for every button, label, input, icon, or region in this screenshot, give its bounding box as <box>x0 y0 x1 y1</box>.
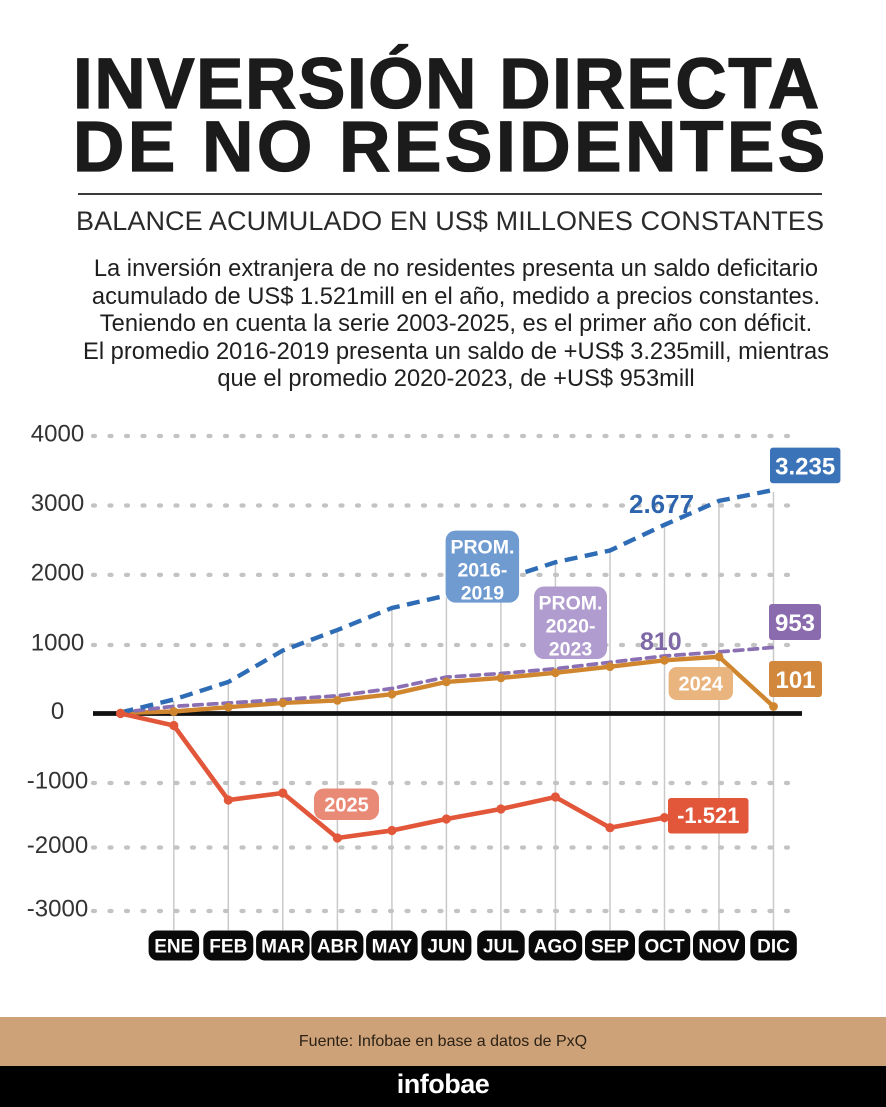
svg-text:ENE: ENE <box>154 936 193 957</box>
svg-text:2019: 2019 <box>461 583 505 605</box>
svg-text:-1000: -1000 <box>27 768 88 795</box>
svg-text:3.235: 3.235 <box>775 453 835 480</box>
svg-text:OCT: OCT <box>644 936 685 957</box>
svg-text:3000: 3000 <box>31 490 84 517</box>
svg-text:2.677: 2.677 <box>629 489 694 519</box>
svg-text:MAY: MAY <box>372 936 413 957</box>
svg-text:0: 0 <box>51 698 64 725</box>
svg-text:-2000: -2000 <box>27 832 88 859</box>
svg-text:-3000: -3000 <box>27 896 88 923</box>
svg-text:JUL: JUL <box>483 936 519 957</box>
svg-text:810: 810 <box>640 628 682 656</box>
svg-text:AGO: AGO <box>534 936 577 957</box>
svg-text:953: 953 <box>775 610 815 637</box>
svg-text:2020-: 2020- <box>546 616 596 638</box>
svg-text:101: 101 <box>775 667 815 694</box>
svg-text:FEB: FEB <box>209 936 247 957</box>
svg-text:2023: 2023 <box>549 639 593 661</box>
svg-text:SEP: SEP <box>591 936 629 957</box>
svg-text:JUN: JUN <box>427 936 465 957</box>
svg-text:DIC: DIC <box>757 936 790 957</box>
svg-text:NOV: NOV <box>698 936 740 957</box>
svg-text:PROM.: PROM. <box>450 537 514 559</box>
svg-text:MAR: MAR <box>261 936 305 957</box>
svg-text:4000: 4000 <box>31 421 84 448</box>
svg-text:2025: 2025 <box>324 795 369 817</box>
svg-text:2000: 2000 <box>31 559 84 586</box>
svg-text:2016-: 2016- <box>457 560 507 582</box>
svg-text:-1.521: -1.521 <box>677 803 739 828</box>
svg-text:1000: 1000 <box>31 630 84 657</box>
svg-text:ABR: ABR <box>317 936 358 957</box>
svg-text:2024: 2024 <box>679 674 724 696</box>
svg-text:PROM.: PROM. <box>539 593 603 615</box>
